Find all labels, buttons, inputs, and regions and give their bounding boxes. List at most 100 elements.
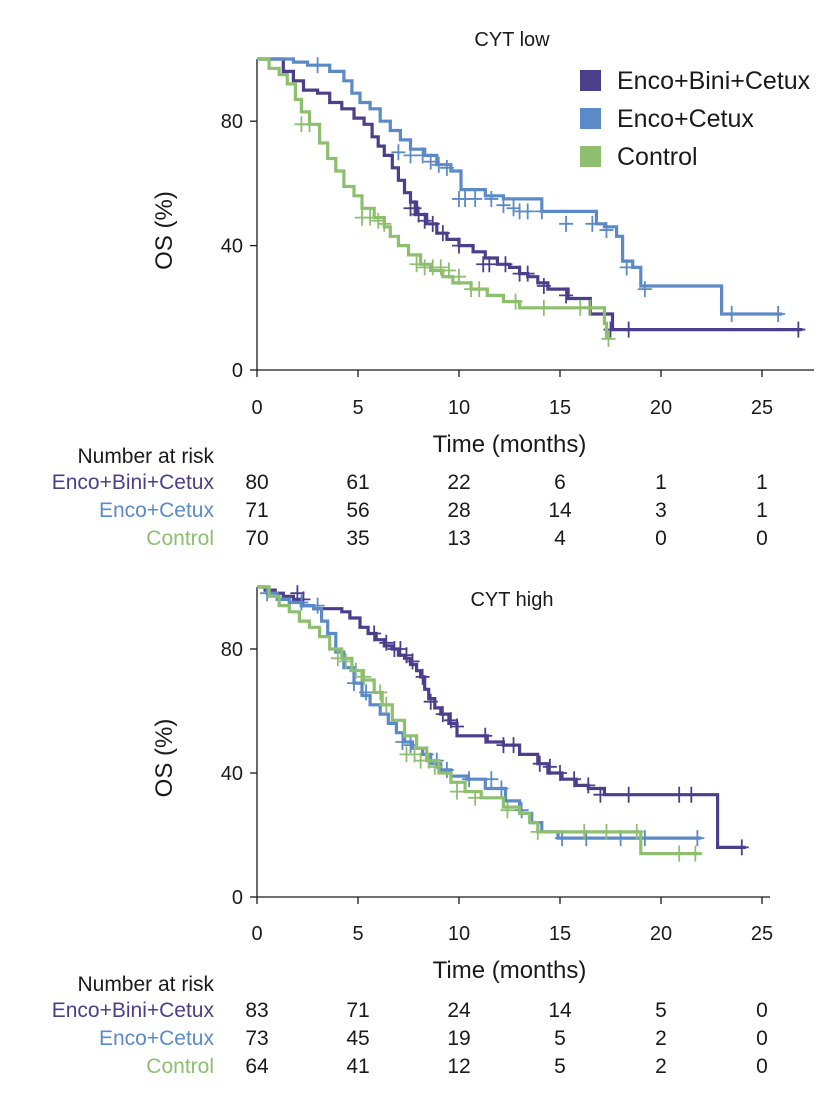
censor-marks-control (330, 650, 703, 862)
censor-mark (482, 256, 497, 273)
censor-mark (599, 823, 614, 840)
censor-mark (379, 696, 394, 713)
y-tick-label: 0 (232, 360, 243, 382)
censor-mark (468, 789, 483, 806)
censor-mark (439, 761, 454, 778)
risk-value: 80 (245, 471, 268, 494)
censor-mark (530, 823, 545, 840)
legend-label-control: Control (617, 143, 698, 171)
censor-mark (435, 225, 450, 242)
censor-mark (367, 625, 382, 642)
legend-label-enco-bini-cetux: Enco+Bini+Cetux (617, 67, 811, 95)
censor-mark (498, 256, 513, 273)
risk-row-label-enco-cetux: Enco+Cetux (99, 499, 214, 522)
censor-mark (431, 156, 446, 173)
y-tick-label: 0 (232, 887, 243, 909)
risk-table-header: Number at risk (77, 445, 214, 468)
risk-value: 61 (346, 471, 369, 494)
risk-value: 24 (447, 999, 471, 1022)
censor-mark (330, 650, 345, 667)
censor-mark (534, 203, 549, 220)
risk-value: 2 (655, 1027, 667, 1050)
x-tick-label: 0 (251, 923, 262, 945)
censor-mark (348, 662, 363, 679)
censor-mark (506, 737, 521, 754)
risk-value: 14 (548, 999, 572, 1022)
censor-mark (395, 734, 410, 750)
censor-marks-enco-bini-cetux (290, 585, 749, 856)
series-line-enco-cetux (257, 57, 783, 316)
censor-mark (520, 265, 535, 282)
risk-value: 5 (655, 999, 667, 1022)
censor-mark (619, 259, 634, 276)
censor-mark (435, 706, 450, 723)
x-tick-label: 25 (751, 923, 773, 945)
risk-value: 28 (447, 499, 470, 522)
risk-row-label-enco-cetux: Enco+Cetux (99, 1027, 214, 1050)
censor-mark (302, 116, 317, 133)
censor-mark (452, 268, 466, 285)
x-tick-label: 20 (650, 397, 672, 419)
censor-mark (462, 771, 477, 788)
legend-swatch-control (580, 146, 601, 167)
censor-mark (373, 684, 388, 701)
panel-title: CYT high (470, 589, 553, 611)
risk-value: 6 (554, 471, 566, 494)
censor-mark (553, 765, 567, 781)
risk-value: 19 (447, 1027, 470, 1050)
censor-mark (536, 278, 551, 295)
risk-value: 0 (655, 527, 667, 550)
risk-value: 4 (554, 527, 566, 550)
censor-mark (621, 786, 636, 803)
risk-value: 64 (245, 1055, 269, 1078)
censor-mark (484, 190, 499, 207)
censor-mark (684, 786, 699, 803)
censor-mark (423, 153, 438, 170)
censor-mark (542, 758, 557, 775)
censor-mark (581, 777, 596, 794)
censor-mark (405, 653, 420, 670)
x-axis-label: Time (months) (433, 431, 587, 458)
censor-mark (496, 197, 511, 214)
censor-mark (468, 190, 483, 207)
risk-row-label-enco-bini-cetux: Enco+Bini+Cetux (52, 999, 215, 1022)
y-tick-label: 40 (221, 236, 243, 258)
x-axis-label: Time (months) (433, 957, 587, 984)
legend-swatch-enco-bini-cetux (580, 70, 601, 91)
censor-mark (514, 802, 529, 819)
risk-value: 5 (554, 1027, 566, 1050)
risk-value: 1 (756, 471, 768, 494)
risk-value: 35 (346, 527, 369, 550)
y-tick-label: 40 (221, 763, 243, 785)
legend-label-enco-cetux: Enco+Cetux (617, 105, 754, 133)
censor-mark (577, 823, 592, 840)
censor-mark (559, 287, 574, 304)
censor-mark (417, 212, 432, 229)
risk-value: 83 (245, 999, 268, 1022)
risk-value: 0 (756, 999, 768, 1022)
censor-mark (409, 256, 424, 273)
risk-row-label-enco-bini-cetux: Enco+Bini+Cetux (52, 471, 215, 494)
risk-value: 3 (655, 499, 667, 522)
censor-mark (423, 693, 438, 710)
censor-mark (294, 594, 309, 611)
censor-mark (536, 299, 551, 316)
risk-value: 2 (655, 1055, 667, 1078)
censor-mark (567, 771, 582, 788)
risk-value: 5 (554, 1055, 566, 1078)
censor-mark (734, 839, 749, 856)
censor-mark (621, 321, 636, 338)
legend: Enco+Bini+Cetux Enco+Cetux Control (580, 67, 811, 171)
risk-value: 12 (447, 1055, 470, 1078)
censor-mark (357, 668, 372, 685)
censor-mark (494, 780, 509, 797)
censor-mark (599, 222, 614, 239)
legend-swatch-enco-cetux (580, 108, 601, 129)
censor-mark (601, 330, 616, 347)
risk-value: 41 (346, 1055, 369, 1078)
censor-mark (690, 830, 705, 847)
censor-mark (441, 262, 456, 279)
x-tick-label: 25 (751, 397, 773, 419)
